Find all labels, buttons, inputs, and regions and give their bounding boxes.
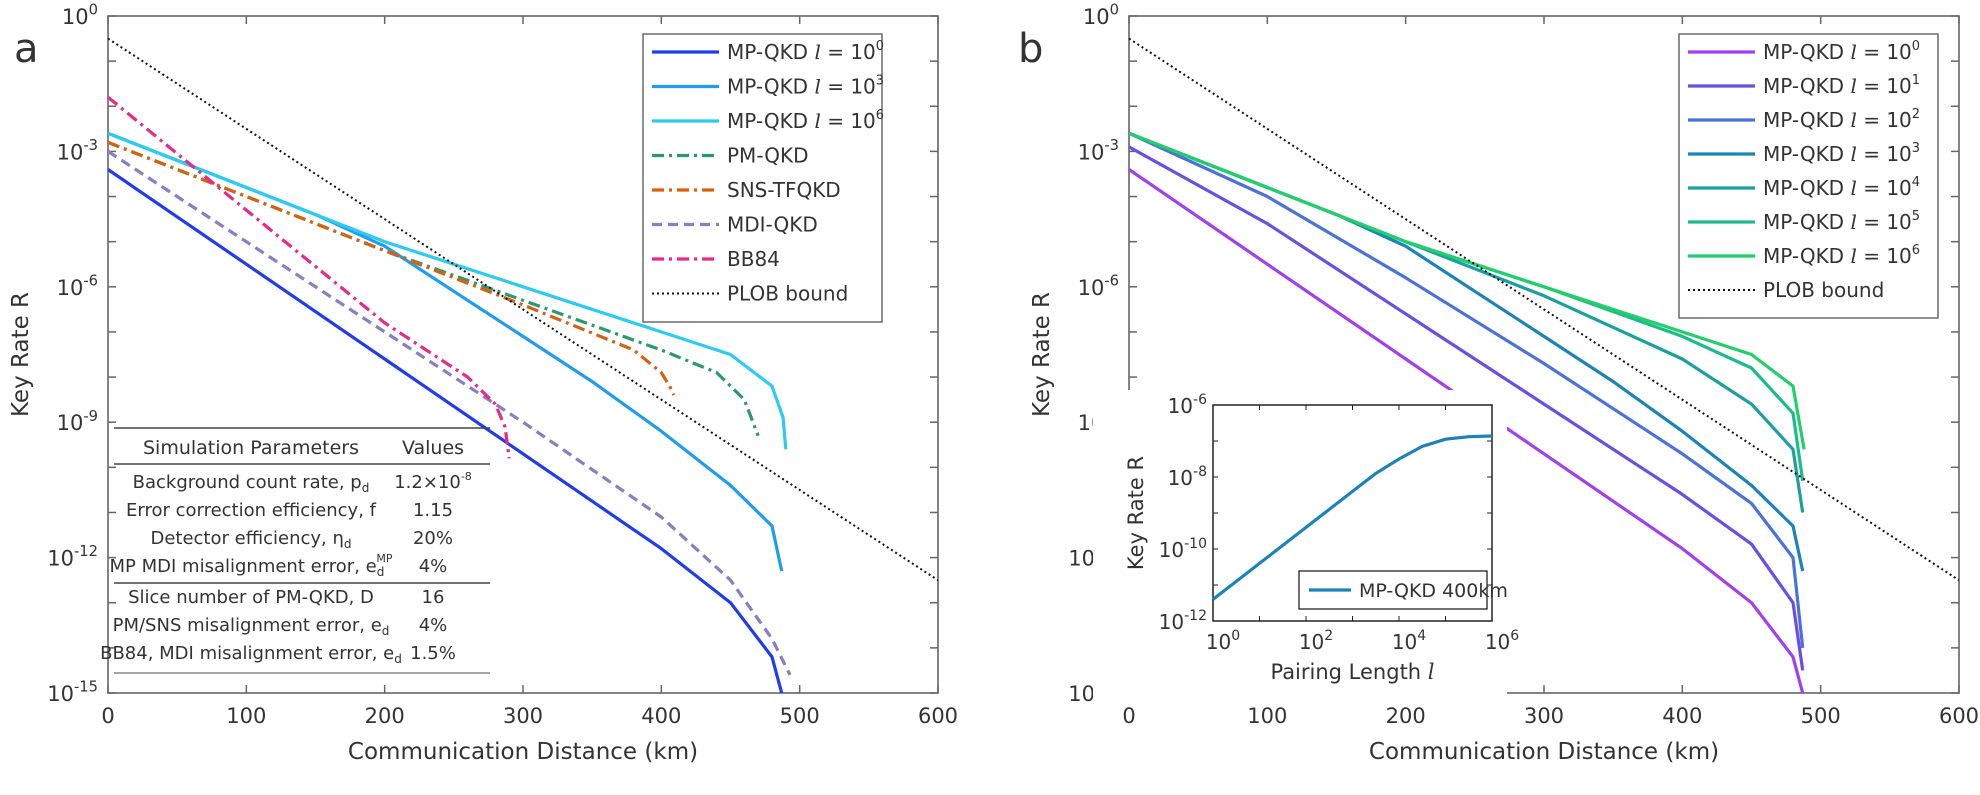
panel-b: b010020030040050060010010-310-610-910-12… [1018, 2, 1979, 765]
x-axis-label: Communication Distance (km) [348, 739, 698, 765]
x-tick-label: 600 [1939, 704, 1979, 728]
inset: 100 102 104 106 10-12 10-10 10-8 10-6 Pairing Le… [1093, 390, 1519, 701]
y-tick-label: 10-3 [57, 137, 98, 164]
x-tick-label: 300 [1524, 704, 1564, 728]
legend-entry: MP-QKD l = 106 [727, 108, 884, 133]
x-axis-label: Communication Distance (km) [1369, 739, 1719, 765]
table-value: 16 [422, 587, 445, 608]
table-value: 1.5% [410, 643, 456, 664]
y-axis-label: Key Rate R [1029, 292, 1055, 417]
x-tick-label: 500 [780, 704, 820, 728]
table-param: Detector efficiency, ηd [150, 528, 351, 551]
legend: MP-QKD l = 100 MP-QKD l = 101 MP-QKD l = 1… [1678, 33, 1939, 319]
inset-y-tick-label: 10-8 [1168, 464, 1207, 490]
legend-entry: PLOB bound [1763, 278, 1884, 302]
inset-legend-entry: MP-QKD 400km [1359, 580, 1508, 602]
series-line-mdi-qkd [108, 150, 792, 676]
series-line-bb84 [108, 95, 511, 459]
legend-entry: BB84 [727, 247, 780, 271]
table-header: Values [402, 437, 464, 459]
y-tick-label: 10-12 [47, 543, 98, 570]
y-tick-label: 10-3 [1078, 137, 1119, 164]
y-tick-label: 100 [1083, 2, 1119, 29]
table-param: BB84, MDI misalignment error, ed [100, 643, 402, 666]
x-tick-label: 100 [226, 704, 266, 728]
table-param: PM/SNS misalignment error, ed [113, 615, 390, 638]
legend-entry: SNS-TFQKD [727, 178, 841, 202]
series-line-mp-qkd-l-10-6 [1129, 131, 1806, 450]
x-tick-label: 400 [641, 704, 681, 728]
x-tick-label: 500 [1801, 704, 1841, 728]
legend-entry: MP-QKD l = 103 [727, 74, 884, 99]
legend-entry: MDI-QKD [727, 213, 818, 237]
y-tick-label: 100 [62, 2, 98, 29]
series-line-mp-qkd-l-10-6 [108, 131, 788, 450]
series-line-mp-qkd-l-10-1 [1129, 145, 1805, 671]
legend-entry: MP-QKD l = 105 [1763, 209, 1920, 234]
inset-x-axis-label: Pairing Length l [1270, 660, 1434, 684]
y-tick-label: 10-15 [47, 679, 98, 706]
x-tick-label: 400 [1662, 704, 1702, 728]
legend-entry: MP-QKD l = 100 [1763, 39, 1920, 64]
series-group [1129, 37, 1959, 693]
panel-label: a [14, 26, 39, 72]
legend-entry: PM-QKD [727, 144, 809, 168]
x-tick-label: 300 [503, 704, 543, 728]
series-line-plob-bound [108, 37, 938, 582]
table-param: Slice number of PM-QKD, D [128, 587, 374, 608]
series-line-mp-qkd-l-10-0 [108, 168, 784, 693]
legend-entry: MP-QKD l = 103 [1763, 141, 1920, 166]
series-line-mp-qkd-l-10-0 [1129, 168, 1805, 693]
x-tick-label: 0 [1122, 704, 1135, 728]
inset-series-line [1212, 434, 1493, 601]
series-group [108, 37, 938, 693]
x-tick-label: 100 [1247, 704, 1287, 728]
x-tick-label: 600 [918, 704, 958, 728]
legend-entry: MP-QKD l = 104 [1763, 175, 1920, 200]
table-param: MP MDI misalignment error, edMP [110, 552, 393, 579]
legend-entry: MP-QKD l = 106 [1763, 243, 1920, 268]
y-axis-label: Key Rate R [8, 292, 34, 417]
legend-entry: MP-QKD l = 101 [1763, 73, 1920, 98]
legend-entry: MP-QKD l = 102 [1763, 107, 1920, 132]
table-value: 4% [419, 615, 448, 636]
inset-x-tick-label: 100 [1206, 628, 1240, 654]
y-tick-label: 10-9 [57, 408, 98, 435]
x-tick-label: 0 [101, 704, 114, 728]
parameters-table: Simulation Parameters Values Background co… [100, 427, 490, 674]
table-value: 1.15 [413, 500, 453, 521]
table-param: Background count rate, pd [133, 472, 370, 495]
inset-x-tick-label: 106 [1485, 628, 1519, 654]
legend-box [642, 33, 883, 323]
series-line-pm-qkd [108, 140, 760, 437]
table-value: 20% [413, 528, 453, 549]
legend-box [1678, 33, 1939, 319]
table-value: 4% [419, 556, 448, 577]
panel-a: a 0 100 200 300 400 500 600 100 10-3 10-6 10-9 10-12… [8, 2, 958, 765]
x-tick-label: 200 [365, 704, 405, 728]
legend: MP-QKD l = 100 MP-QKD l = 103 MP-QKD l = 1… [642, 33, 884, 323]
y-tick-label: 10-6 [57, 272, 98, 299]
inset-y-tick-label: 10-6 [1168, 392, 1208, 418]
inset-x-tick-label: 102 [1299, 628, 1333, 654]
series-line-mp-qkd-l-10-2 [1129, 131, 1805, 649]
x-tick-label: 200 [1386, 704, 1426, 728]
legend-entry: MP-QKD l = 100 [727, 39, 884, 64]
y-tick-label: 10-6 [1078, 272, 1119, 299]
legend-entry: PLOB bound [727, 282, 848, 306]
table-param: Error correction efficiency, f [126, 500, 377, 521]
inset-x-tick-label: 104 [1392, 628, 1426, 654]
series-line-sns-tfqkd [108, 140, 676, 396]
inset-y-axis-label: Key Rate R [1124, 456, 1148, 570]
series-line-plob-bound [1129, 37, 1959, 582]
table-header: Simulation Parameters [143, 437, 359, 459]
inset-y-tick-label: 10-12 [1159, 608, 1207, 634]
inset-y-tick-label: 10-10 [1159, 536, 1207, 562]
panel-label: b [1018, 26, 1043, 72]
table-value: 1.2×10-8 [394, 470, 472, 493]
